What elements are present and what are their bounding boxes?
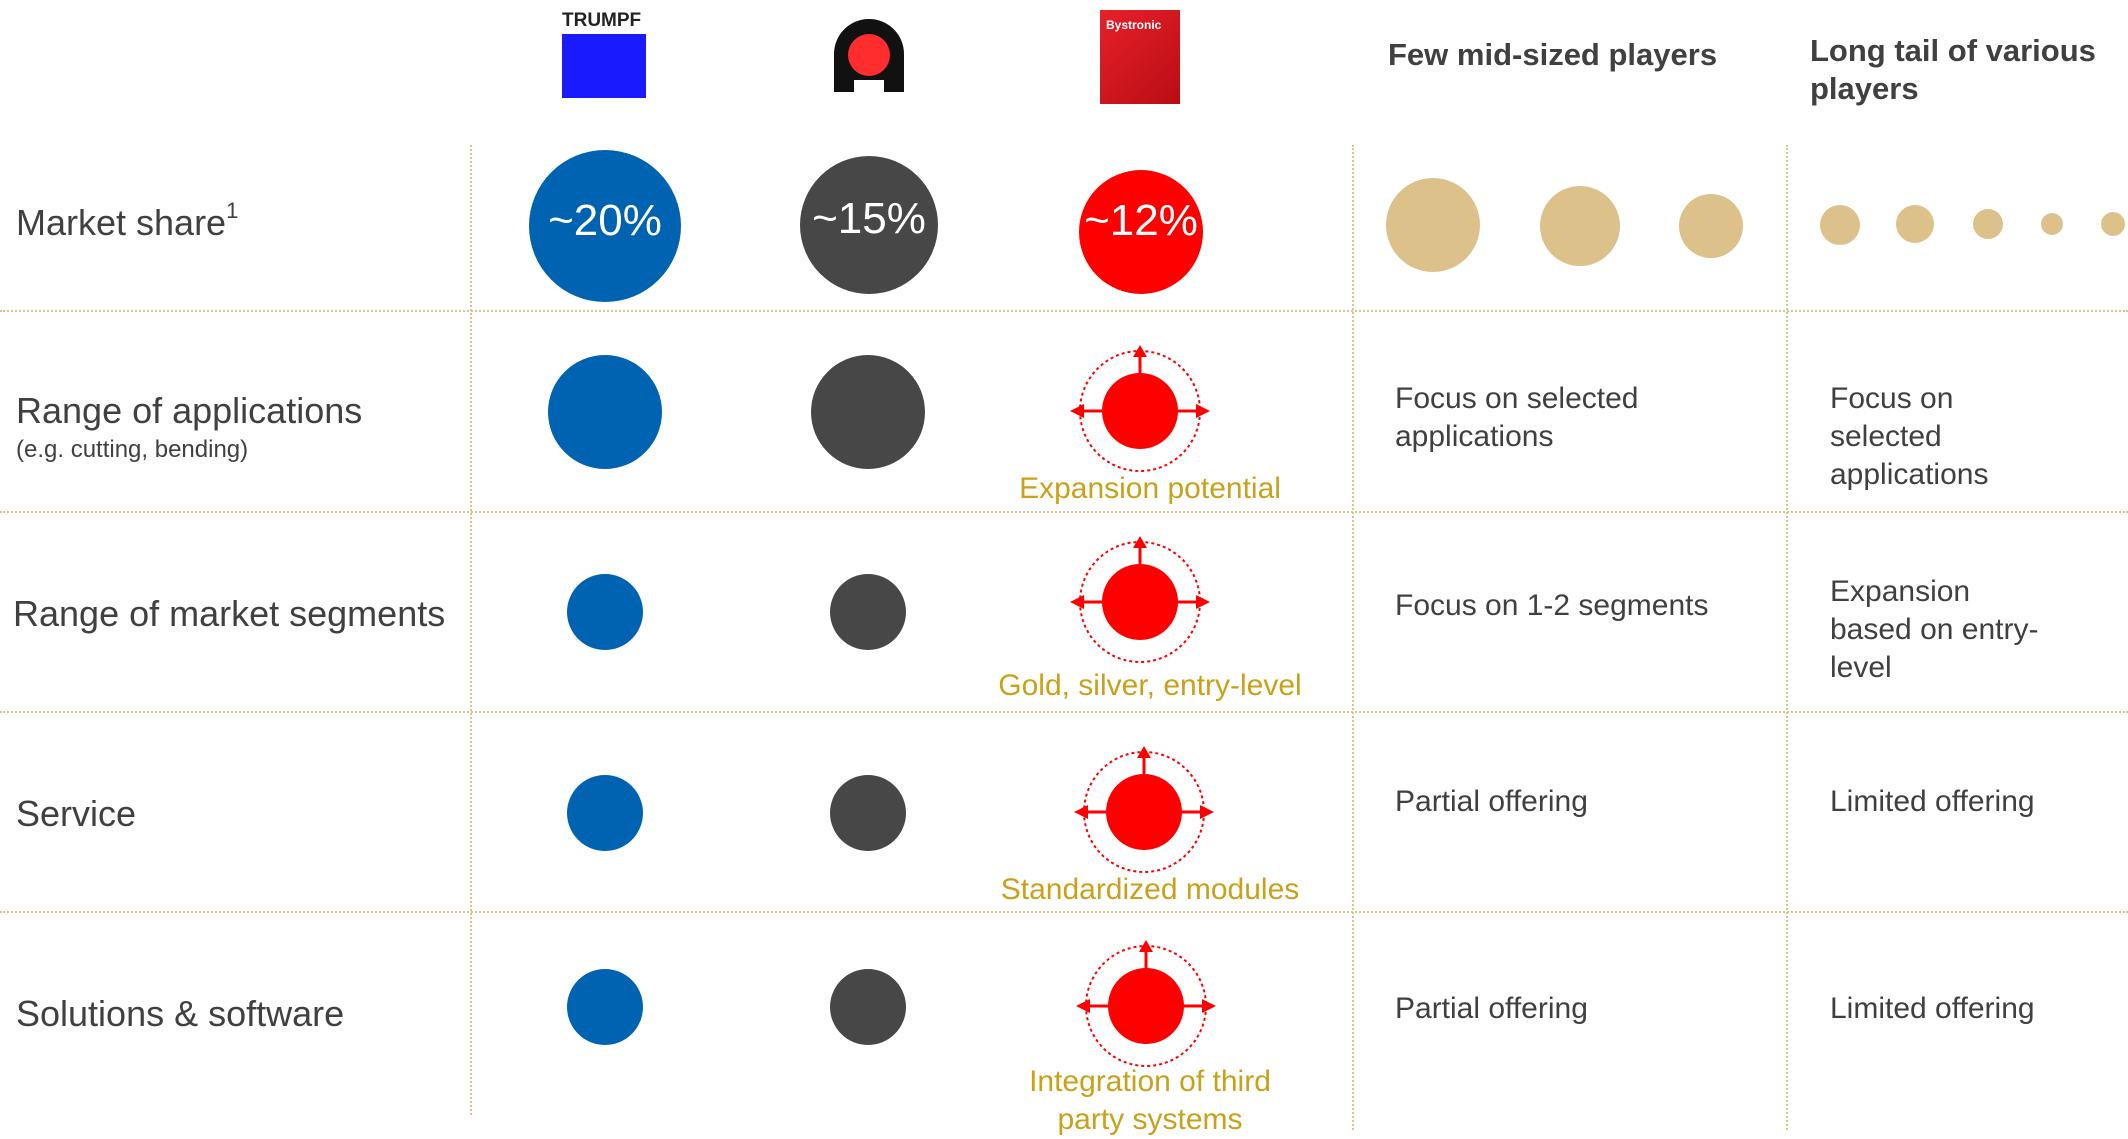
trumpf-market-share-value: ~20% bbox=[529, 196, 681, 246]
bystronic-solutions-note-line-1: Integration of third bbox=[980, 1063, 1320, 1101]
bystronic-segments-expansion-icon bbox=[1060, 536, 1220, 666]
tail-applications-text: Focus on selected applications bbox=[1830, 380, 1988, 494]
trumpf-logo-text: TRUMPF bbox=[562, 10, 641, 32]
mid-segments-text: Focus on 1-2 segments bbox=[1395, 587, 1709, 625]
row-divider-4 bbox=[0, 911, 2128, 913]
row-sublabel-applications: (e.g. cutting, bending) bbox=[16, 436, 248, 464]
mid-player-circle-1 bbox=[1386, 178, 1480, 272]
market-share-label: Market share bbox=[16, 202, 226, 243]
tail-segments-line-2: based on entry- bbox=[1830, 611, 2038, 649]
mid-solutions-text: Partial offering bbox=[1395, 990, 1588, 1028]
amada-applications-circle bbox=[811, 355, 925, 469]
amada-service-circle bbox=[830, 775, 906, 851]
tail-player-circle-1 bbox=[1820, 205, 1860, 245]
mid-applications-text: Focus on selected applications bbox=[1395, 380, 1638, 456]
amada-solutions-circle bbox=[830, 969, 906, 1045]
column-divider-1 bbox=[470, 145, 472, 1115]
tail-player-circle-3 bbox=[1973, 209, 2003, 239]
row-label-market-segments: Range of market segments bbox=[13, 593, 445, 635]
mid-player-circle-3 bbox=[1679, 194, 1743, 258]
bystronic-applications-note: Expansion potential bbox=[980, 470, 1320, 508]
bystronic-solutions-expansion-icon bbox=[1066, 940, 1226, 1070]
trumpf-applications-circle bbox=[548, 355, 662, 469]
tail-applications-line-1: Focus on bbox=[1830, 380, 1988, 418]
mid-applications-line-2: applications bbox=[1395, 418, 1638, 456]
amada-market-share-value: ~15% bbox=[790, 194, 948, 244]
tail-player-circle-2 bbox=[1896, 205, 1934, 243]
tail-player-circle-5 bbox=[2101, 212, 2125, 236]
mid-applications-line-1: Focus on selected bbox=[1395, 380, 1638, 418]
bystronic-solutions-note: Integration of third party systems bbox=[980, 1063, 1320, 1139]
bystronic-service-expansion-icon bbox=[1064, 746, 1224, 876]
bystronic-logo: Bystronic bbox=[1100, 10, 1180, 104]
bystronic-segments-note: Gold, silver, entry-level bbox=[960, 667, 1340, 705]
tail-player-circle-4 bbox=[2041, 213, 2063, 235]
bystronic-logo-text: Bystronic bbox=[1106, 18, 1161, 32]
trumpf-logo: TRUMPF bbox=[560, 10, 648, 98]
tail-service-text: Limited offering bbox=[1830, 783, 2035, 821]
trumpf-solutions-circle bbox=[567, 969, 643, 1045]
row-label-applications: Range of applications bbox=[16, 390, 362, 432]
column-divider-3 bbox=[1786, 145, 1788, 1130]
trumpf-service-circle bbox=[567, 775, 643, 851]
row-divider-1 bbox=[0, 310, 2128, 312]
bystronic-service-note: Standardized modules bbox=[970, 871, 1330, 909]
bystronic-applications-expansion-icon bbox=[1060, 345, 1220, 475]
tail-applications-line-3: applications bbox=[1830, 456, 1988, 494]
row-divider-2 bbox=[0, 511, 2128, 513]
footnote-marker: 1 bbox=[226, 198, 238, 223]
row-label-market-share: Market share1 bbox=[16, 202, 238, 244]
amada-segments-circle bbox=[830, 574, 906, 650]
tail-segments-line-1: Expansion bbox=[1830, 573, 2038, 611]
header-mid-sized-players: Few mid-sized players bbox=[1388, 36, 1717, 74]
header-long-tail-players: Long tail of various players bbox=[1810, 32, 2120, 108]
bystronic-market-share-value: ~12% bbox=[1070, 196, 1212, 246]
mid-player-circle-2 bbox=[1540, 186, 1620, 266]
tail-segments-text: Expansion based on entry- level bbox=[1830, 573, 2038, 687]
column-divider-2 bbox=[1352, 145, 1354, 1130]
tail-solutions-text: Limited offering bbox=[1830, 990, 2035, 1028]
mid-service-text: Partial offering bbox=[1395, 783, 1588, 821]
tail-applications-line-2: selected bbox=[1830, 418, 1988, 456]
amada-logo bbox=[828, 16, 910, 92]
row-label-solutions-software: Solutions & software bbox=[16, 993, 344, 1035]
trumpf-segments-circle bbox=[567, 574, 643, 650]
tail-segments-line-3: level bbox=[1830, 649, 2038, 687]
row-divider-3 bbox=[0, 711, 2128, 713]
row-label-service: Service bbox=[16, 793, 136, 835]
trumpf-logo-block bbox=[562, 34, 646, 98]
bystronic-solutions-note-line-2: party systems bbox=[980, 1101, 1320, 1139]
